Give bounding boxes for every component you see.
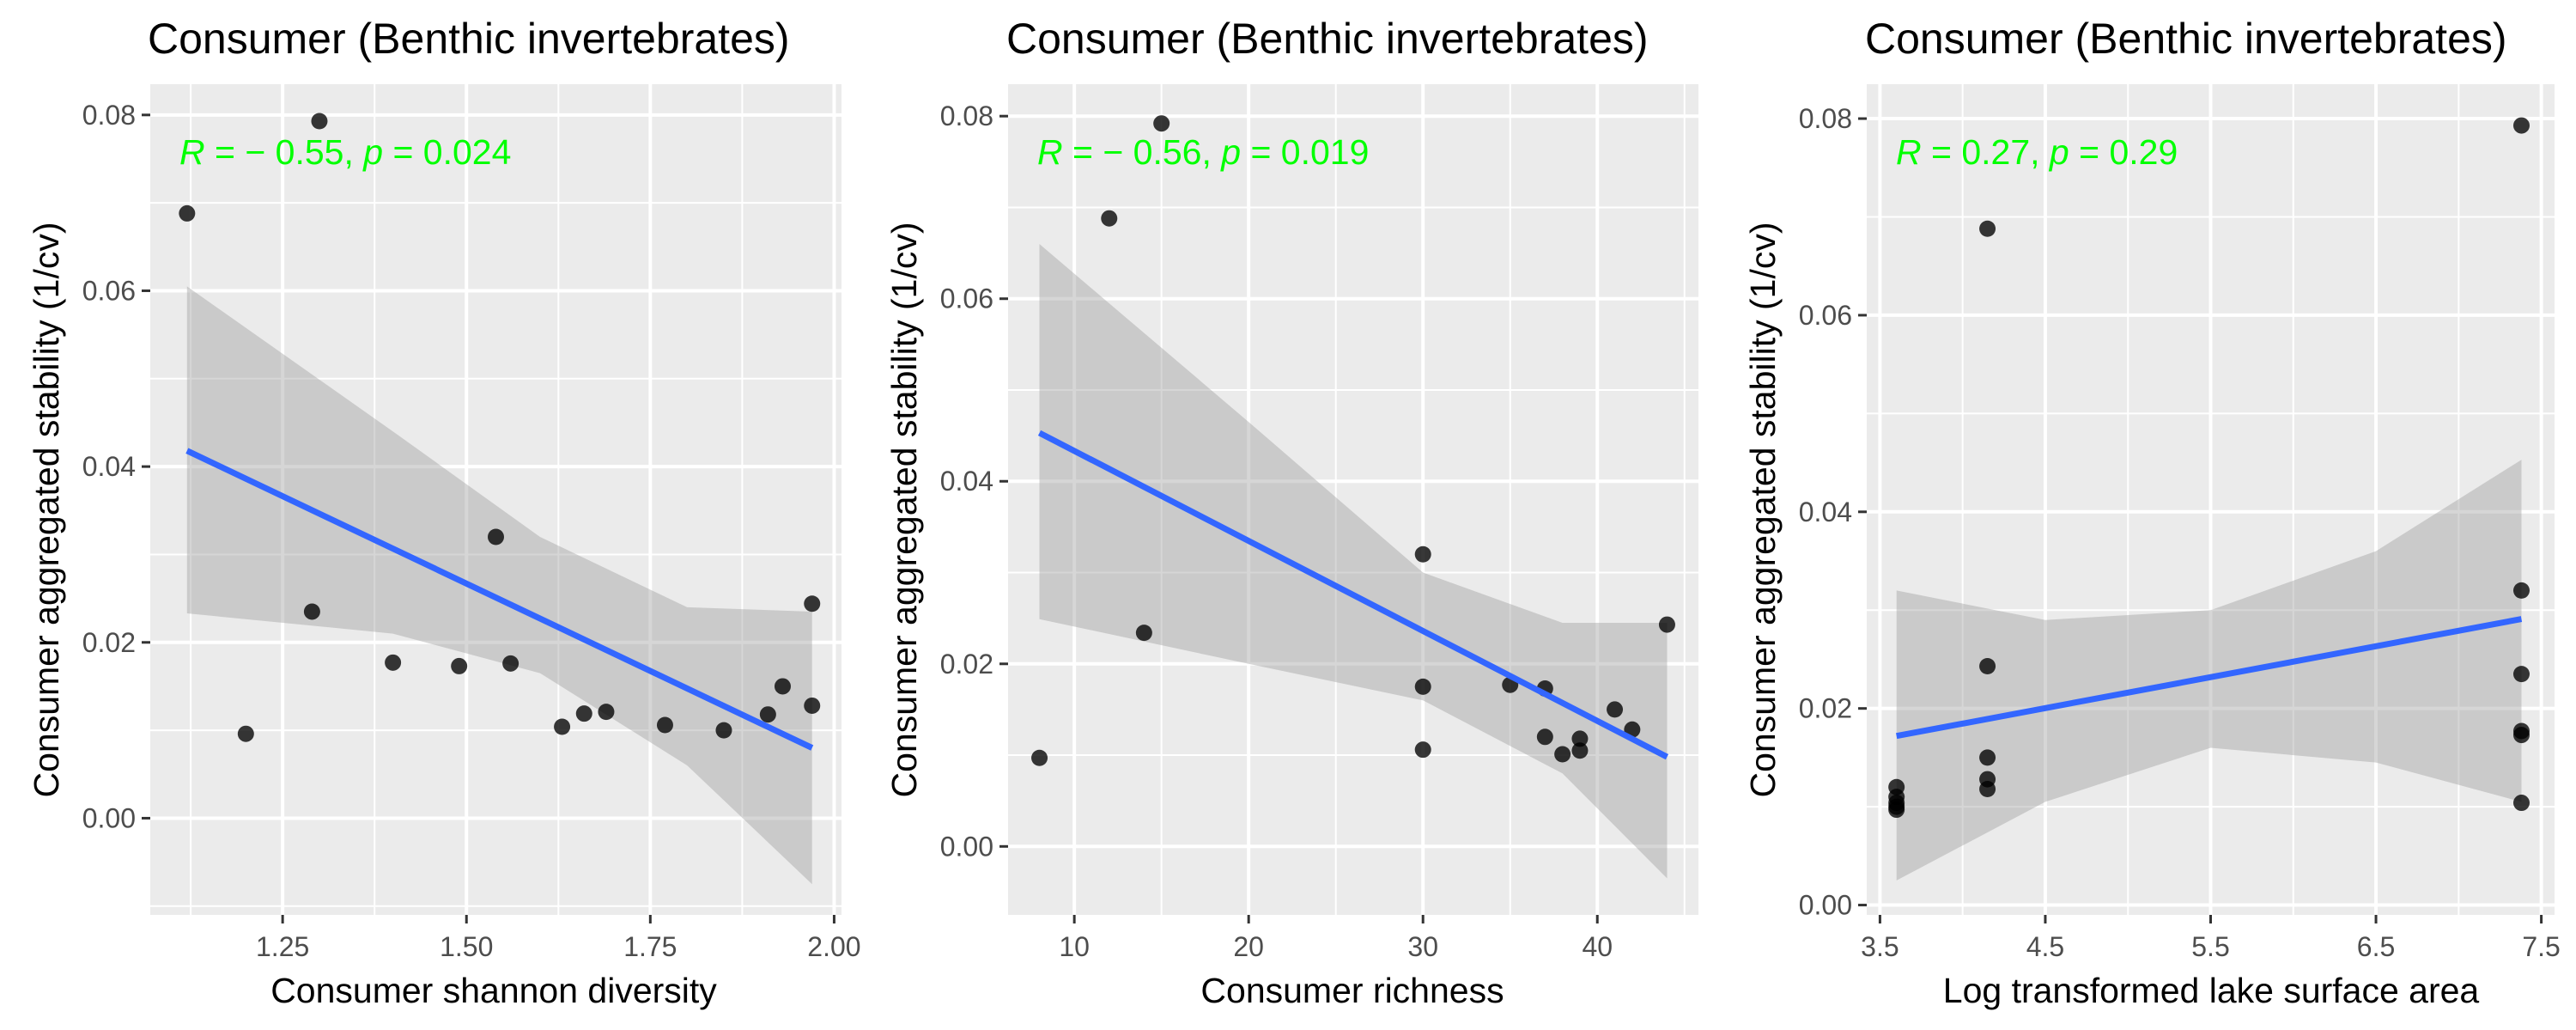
x-tick-label: 40 [1582,931,1613,962]
correlation-annotation: R = 0.27, p = 0.29 [1896,132,2178,172]
x-tick-label: 6.5 [2357,931,2395,962]
x-tick-label: 3.5 [1861,931,1899,962]
data-point [1554,746,1571,763]
data-point [1101,210,1118,227]
x-tick-label: 1.25 [256,931,309,962]
data-point [1414,678,1431,695]
panel-title: Consumer (Benthic invertebrates) [1865,15,2507,63]
data-point [2512,795,2530,812]
x-axis-title: Consumer shannon diversity [270,971,717,1010]
x-axis-title: Log transformed lake surface area [1943,971,2480,1010]
x-tick-label: 1.75 [623,931,677,962]
y-tick-label: 0.06 [82,275,136,306]
data-point [774,678,791,695]
panel-1: R = − 0.55, p = 0.024 0.00 0.02 0.04 0.06 0.0… [27,15,861,1010]
plot-panel-background [150,84,841,915]
data-point [2512,117,2530,134]
y-tick-label: 0.04 [1799,497,1852,527]
regression-line [185,448,814,751]
data-point [385,654,402,671]
x-tick-label: 2.00 [807,931,860,962]
data-point [1135,625,1152,642]
y-axis-title: Consumer aggregated stability (1/cv) [884,222,924,798]
confidence-band [1896,460,2522,881]
correlation-annotation: R = − 0.56, p = 0.019 [1037,132,1369,172]
x-tick-label: 30 [1407,931,1438,962]
y-tick-label: 0.00 [940,831,993,862]
data-point [1571,742,1589,759]
data-point [1536,728,1553,746]
data-point [2512,582,2530,599]
panel-3: R = 0.27, p = 0.29 0.00 0.02 0.04 0.06 0.08 3.… [1743,15,2561,1010]
y-tick-label: 0.02 [940,649,993,680]
data-point [656,716,673,734]
regression-line [1896,616,2523,740]
data-point [451,657,468,674]
y-tick-label: 0.02 [82,627,136,658]
y-tick-label: 0.02 [1799,693,1852,724]
data-point [759,706,776,723]
data-point [1979,657,1996,674]
data-point [1979,220,1996,237]
y-axis-title: Consumer aggregated stability (1/cv) [27,222,66,798]
y-tick-label: 0.08 [940,101,993,131]
y-axis-title: Consumer aggregated stability (1/cv) [1743,222,1783,798]
data-point [1571,730,1589,747]
y-tick-label: 0.04 [940,466,993,497]
x-tick-label: 4.5 [2026,931,2064,962]
data-point [2512,727,2530,744]
y-tick-label: 0.06 [940,283,993,314]
data-point [1414,741,1431,759]
data-point [1414,545,1431,563]
y-tick-label: 0.04 [82,451,136,482]
data-point [237,725,254,742]
y-tick-label: 0.06 [1799,300,1852,331]
x-tick-label: 5.5 [2191,931,2229,962]
x-tick-label: 10 [1059,931,1090,962]
panel-title: Consumer (Benthic invertebrates) [1006,15,1649,63]
data-point [1031,749,1048,766]
data-point [554,718,571,735]
data-point [715,722,732,739]
y-tick-label: 0.08 [82,100,136,131]
regression-line [1037,430,1669,760]
data-point [575,705,592,722]
correlation-annotation: R = − 0.55, p = 0.024 [179,132,511,172]
data-point [1607,701,1624,718]
plot-panel-background [1008,84,1698,915]
x-tick-label: 7.5 [2522,931,2560,962]
confidence-band [1039,244,1668,879]
data-point [1979,781,1996,798]
data-point [1979,749,1996,766]
data-point [303,603,320,620]
y-tick-label: 0.00 [82,802,136,833]
data-point [2512,666,2530,683]
data-point [311,113,328,130]
data-point [598,704,615,721]
x-tick-label: 1.50 [440,931,493,962]
x-tick-label: 20 [1233,931,1264,962]
y-tick-label: 0.08 [1799,103,1852,134]
data-point [804,697,821,714]
confidence-band [186,286,812,885]
x-axis-title: Consumer richness [1200,971,1504,1010]
panel-2: R = − 0.56, p = 0.019 0.00 0.02 0.04 0.06 0.0… [884,15,1698,1010]
data-point [1888,801,1905,819]
y-tick-label: 0.00 [1799,890,1852,921]
data-point [1658,616,1675,633]
data-point [804,595,821,613]
data-point [179,204,196,222]
panel-title: Consumer (Benthic invertebrates) [148,15,790,63]
data-point [488,528,504,545]
data-point [1153,115,1170,132]
data-point [502,655,519,672]
